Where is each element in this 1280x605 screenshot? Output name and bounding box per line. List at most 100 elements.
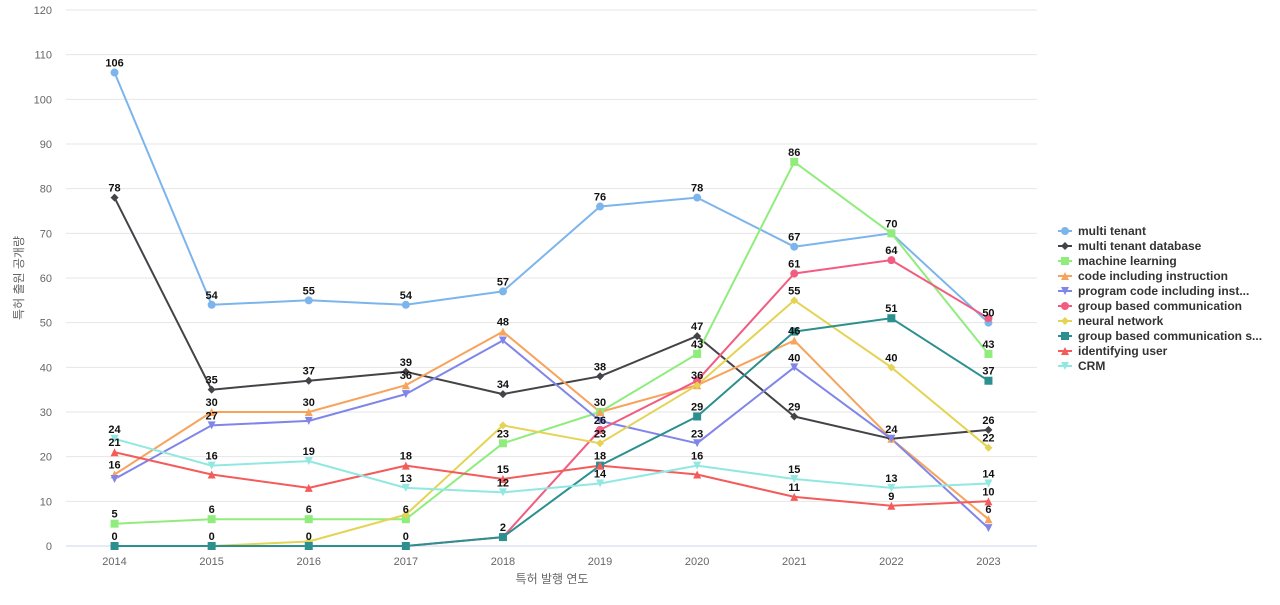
legend-label: group based communication [1078,299,1242,313]
data-label: 6 [306,504,312,516]
y-tick-label: 100 [34,94,52,106]
data-point [790,269,799,278]
data-point [887,229,896,238]
data-label: 86 [788,147,800,159]
data-point [790,336,799,345]
y-tick-label: 60 [40,273,52,285]
data-point [207,515,216,524]
y-axis-title: 특허 출원 공개량 [12,236,26,320]
y-axis-ticks: 0 10 20 30 40 50 60 70 80 90 100 110 120 [34,5,52,553]
data-label: 47 [691,321,703,333]
data-label: 18 [594,451,606,463]
legend-item[interactable]: code including instruction [1058,269,1228,283]
data-label: 76 [594,192,606,204]
data-label: 54 [206,290,219,302]
data-label: 12 [497,477,509,489]
legend-marker [1061,257,1069,265]
data-label: 21 [108,437,120,449]
data-point [984,425,993,434]
data-point [304,457,313,466]
data-point [498,475,507,483]
data-point [693,193,702,202]
legend-item[interactable]: CRM [1058,359,1105,373]
data-label: 13 [400,473,412,485]
data-label: 70 [885,218,897,230]
data-point [693,376,702,385]
data-label: 24 [108,424,121,436]
data-label: 43 [982,339,994,351]
legend-label: group based communication s... [1078,329,1262,343]
y-tick-label: 40 [40,362,52,374]
data-point [401,542,410,550]
data-point [304,483,313,492]
data-label: 6 [985,504,991,516]
x-tick-label: 2014 [102,556,126,568]
data-label: 13 [885,473,897,485]
legend-item[interactable]: multi tenant [1058,224,1146,238]
data-point [401,381,410,390]
data-point [790,475,799,483]
legend-item[interactable]: group based communication [1058,299,1242,313]
data-point [790,327,799,336]
legend-label: code including instruction [1078,269,1228,283]
data-point [693,461,702,470]
data-label: 39 [400,357,412,369]
data-point [790,492,799,501]
data-point [984,479,993,488]
legend-item[interactable]: multi tenant database [1058,239,1202,253]
legend-label: neural network [1078,314,1164,328]
data-label: 54 [400,290,413,302]
data-point [498,488,507,497]
data-point [207,461,216,470]
series-line [114,160,990,525]
legend-item[interactable]: program code including inst... [1058,284,1249,298]
series-line [114,339,990,529]
data-label: 22 [982,433,994,445]
data-label: 16 [206,451,218,463]
data-label: 0 [111,531,117,543]
x-tick-label: 2017 [394,556,418,568]
series-line [114,451,989,507]
legend-item[interactable]: neural network [1058,314,1164,328]
data-label: 6 [209,504,215,516]
data-point [304,376,313,385]
y-tick-label: 30 [40,407,52,419]
data-point [596,372,605,381]
data-point [401,461,410,470]
data-label: 67 [788,232,800,244]
x-tick-label: 2020 [685,556,709,568]
data-point [498,533,507,542]
data-point [790,296,799,305]
data-label: 36 [691,370,703,382]
data-point [401,483,410,492]
series-line [113,330,990,520]
data-point [693,412,702,421]
data-point [596,479,605,488]
data-label: 18 [400,451,412,463]
data-label: 14 [594,468,607,480]
x-tick-label: 2016 [297,556,321,568]
data-point [304,416,313,425]
data-point [596,416,605,425]
data-label: 55 [303,285,315,297]
legend-marker [1061,287,1069,295]
series-line [114,437,989,494]
legend-item[interactable]: machine learning [1058,254,1177,268]
data-label: 5 [111,509,117,521]
legend-label: machine learning [1078,254,1177,268]
data-point [596,425,605,434]
data-point [693,349,702,358]
data-point [498,336,507,345]
data-point [401,390,410,399]
data-label: 40 [788,352,800,364]
x-tick-label: 2019 [588,556,612,568]
data-point [401,510,410,519]
data-label: 50 [982,308,994,320]
data-point [304,542,313,550]
data-point [207,421,216,430]
legend-item[interactable]: identifying user [1058,344,1168,358]
legend-label: multi tenant database [1078,239,1202,253]
data-label: 26 [982,415,994,427]
legend-item[interactable]: group based communication s... [1058,329,1262,343]
